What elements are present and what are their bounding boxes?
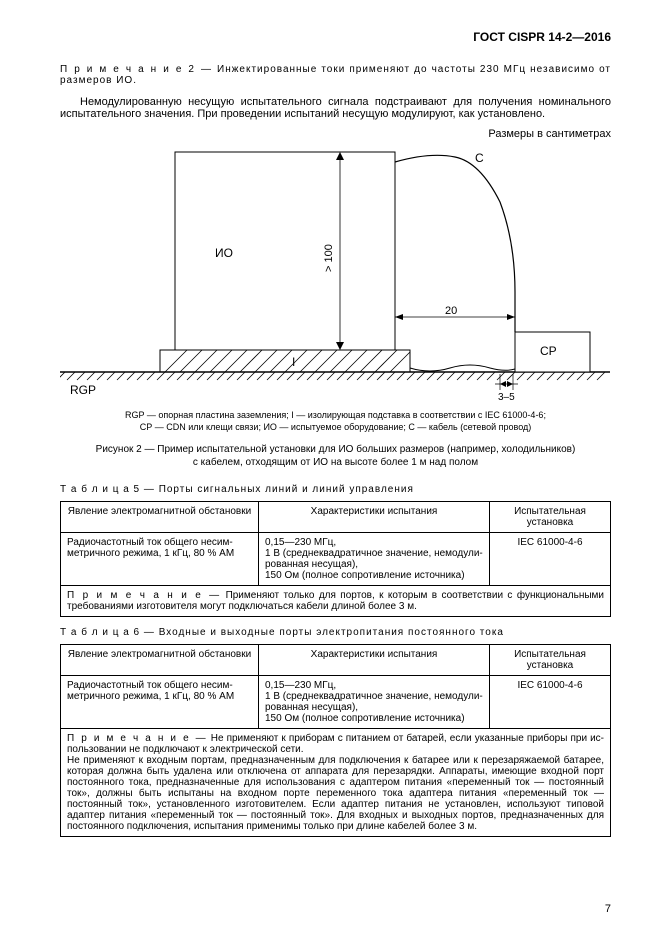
figure-legend: RGP — опорная пластина заземления; I — и… [60, 410, 611, 433]
table5-r1c1: Радиочастотный ток общего несим­метрично… [61, 533, 259, 586]
table6-r1c2: 0,15—230 МГц, 1 В (среднеквадратичное зн… [259, 676, 490, 729]
table6-r1c3: IEC 61000-4-6 [490, 676, 611, 729]
figure-caption-line1: Рисунок 2 — Пример испытательной установ… [96, 444, 576, 455]
paragraph-1: Немодулированную несущую испытательного … [60, 96, 611, 120]
table6-note-text: Не применяют к приборам с питанием от ба… [67, 733, 604, 832]
table5-title: Т а б л и ц а 5 — Порты сигнальных линий… [60, 484, 611, 495]
table-row: Явление электромагнитной обстановки Хара… [61, 645, 611, 676]
table5-title-text: Порты сигнальных линий и линий управлени… [159, 484, 414, 495]
document-header: ГОСТ CISPR 14-2—2016 [60, 30, 611, 44]
page-number: 7 [605, 903, 611, 915]
table6-note-label: П р и м е ч а н и е — [67, 733, 208, 744]
table-row: Радиочастотный ток общего несим­метрично… [61, 533, 611, 586]
table6-r1c1: Радиочастотный ток общего несим­метрично… [61, 676, 259, 729]
table6-h1: Явление электромагнитной обстановки [61, 645, 259, 676]
table5-h2: Характеристики испытания [259, 502, 490, 533]
note-2: П р и м е ч а н и е 2 — Инжектированные … [60, 64, 611, 86]
table-row: П р и м е ч а н и е — Не применяют к при… [61, 729, 611, 837]
figure-2: ИО > 100 С 20 CP 3–5 [60, 142, 611, 402]
svg-text:ИО: ИО [215, 246, 233, 260]
figure-legend-line2: СР — CDN или клещи связи; ИО — испытуемо… [140, 422, 532, 432]
figure-caption: Рисунок 2 — Пример испытательной установ… [60, 443, 611, 469]
svg-text:3–5: 3–5 [498, 392, 515, 402]
dimensions-label: Размеры в сантиметрах [60, 128, 611, 140]
svg-text:I: I [292, 355, 295, 369]
table6-h3: Испытательная установка [490, 645, 611, 676]
table6-h2: Характеристики испытания [259, 645, 490, 676]
figure-legend-line1: RGP — опорная пластина заземления; I — и… [125, 410, 546, 420]
table5-note-cell: П р и м е ч а н и е — Применяют только д… [61, 586, 611, 617]
figure-caption-line2: с кабелем, отходящим от ИО на высоте бол… [193, 457, 478, 468]
table-row: П р и м е ч а н и е — Применяют только д… [61, 586, 611, 617]
table-row: Явление электромагнитной обстановки Хара… [61, 502, 611, 533]
svg-text:20: 20 [445, 305, 457, 317]
svg-text:> 100: > 100 [323, 244, 335, 272]
table5-note-label: П р и м е ч а н и е — [67, 590, 221, 601]
table6-title: Т а б л и ц а 6 — Входные и выходные пор… [60, 627, 611, 638]
note-2-label: П р и м е ч а н и е 2 — [60, 64, 213, 75]
table6-title-text: Входные и выходные порты электропитания … [159, 627, 504, 638]
table5-title-label: Т а б л и ц а 5 — [60, 484, 155, 495]
table5-r1c3: IEC 61000-4-6 [490, 533, 611, 586]
figure-svg: ИО > 100 С 20 CP 3–5 [60, 142, 610, 402]
table6-note-cell: П р и м е ч а н и е — Не применяют к при… [61, 729, 611, 837]
table5-r1c2: 0,15—230 МГц, 1 В (среднеквадратичное зн… [259, 533, 490, 586]
svg-text:CP: CP [540, 344, 557, 358]
svg-text:RGP: RGP [70, 383, 96, 397]
table-6: Явление электромагнитной обстановки Хара… [60, 644, 611, 837]
table-5: Явление электромагнитной обстановки Хара… [60, 501, 611, 617]
svg-text:С: С [475, 151, 484, 165]
page: ГОСТ CISPR 14-2—2016 П р и м е ч а н и е… [0, 0, 661, 935]
table-row: Радиочастотный ток общего несим­метрично… [61, 676, 611, 729]
table6-title-label: Т а б л и ц а 6 — [60, 627, 155, 638]
table5-h3: Испытательная установка [490, 502, 611, 533]
table5-h1: Явление электромагнитной обстановки [61, 502, 259, 533]
